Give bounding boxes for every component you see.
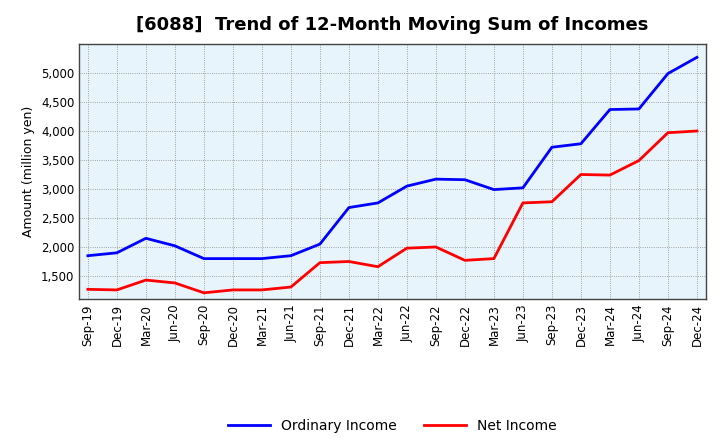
Line: Ordinary Income: Ordinary Income (88, 57, 697, 259)
Net Income (606, 172, 614, 178)
Net Income (374, 264, 382, 269)
Legend: Ordinary Income, Net Income: Ordinary Income, Net Income (222, 413, 562, 438)
Net Income (577, 172, 585, 177)
Ordinary Income (461, 177, 469, 182)
Net Income (461, 258, 469, 263)
Ordinary Income (228, 256, 237, 261)
Net Income (345, 259, 354, 264)
Ordinary Income (142, 236, 150, 241)
Ordinary Income (112, 250, 121, 256)
Line: Net Income: Net Income (88, 131, 697, 293)
Net Income (287, 284, 295, 290)
Ordinary Income (664, 71, 672, 76)
Net Income (634, 158, 643, 163)
Net Income (402, 246, 411, 251)
Net Income (84, 287, 92, 292)
Net Income (112, 287, 121, 293)
Net Income (142, 278, 150, 283)
Ordinary Income (693, 55, 701, 60)
Net Income (258, 287, 266, 293)
Ordinary Income (287, 253, 295, 258)
Ordinary Income (548, 145, 557, 150)
Ordinary Income (171, 243, 179, 249)
Ordinary Income (634, 106, 643, 112)
Net Income (518, 200, 527, 205)
Ordinary Income (374, 200, 382, 205)
Ordinary Income (431, 176, 440, 182)
Net Income (664, 130, 672, 136)
Net Income (548, 199, 557, 205)
Ordinary Income (606, 107, 614, 112)
Ordinary Income (315, 242, 324, 247)
Ordinary Income (402, 183, 411, 189)
Y-axis label: Amount (million yen): Amount (million yen) (22, 106, 35, 237)
Ordinary Income (577, 141, 585, 147)
Net Income (431, 244, 440, 249)
Net Income (490, 256, 498, 261)
Ordinary Income (199, 256, 208, 261)
Net Income (199, 290, 208, 296)
Net Income (228, 287, 237, 293)
Net Income (171, 280, 179, 286)
Ordinary Income (490, 187, 498, 192)
Net Income (315, 260, 324, 265)
Ordinary Income (258, 256, 266, 261)
Net Income (693, 128, 701, 134)
Ordinary Income (84, 253, 92, 258)
Ordinary Income (518, 185, 527, 191)
Ordinary Income (345, 205, 354, 210)
Title: [6088]  Trend of 12-Month Moving Sum of Incomes: [6088] Trend of 12-Month Moving Sum of I… (136, 16, 649, 34)
